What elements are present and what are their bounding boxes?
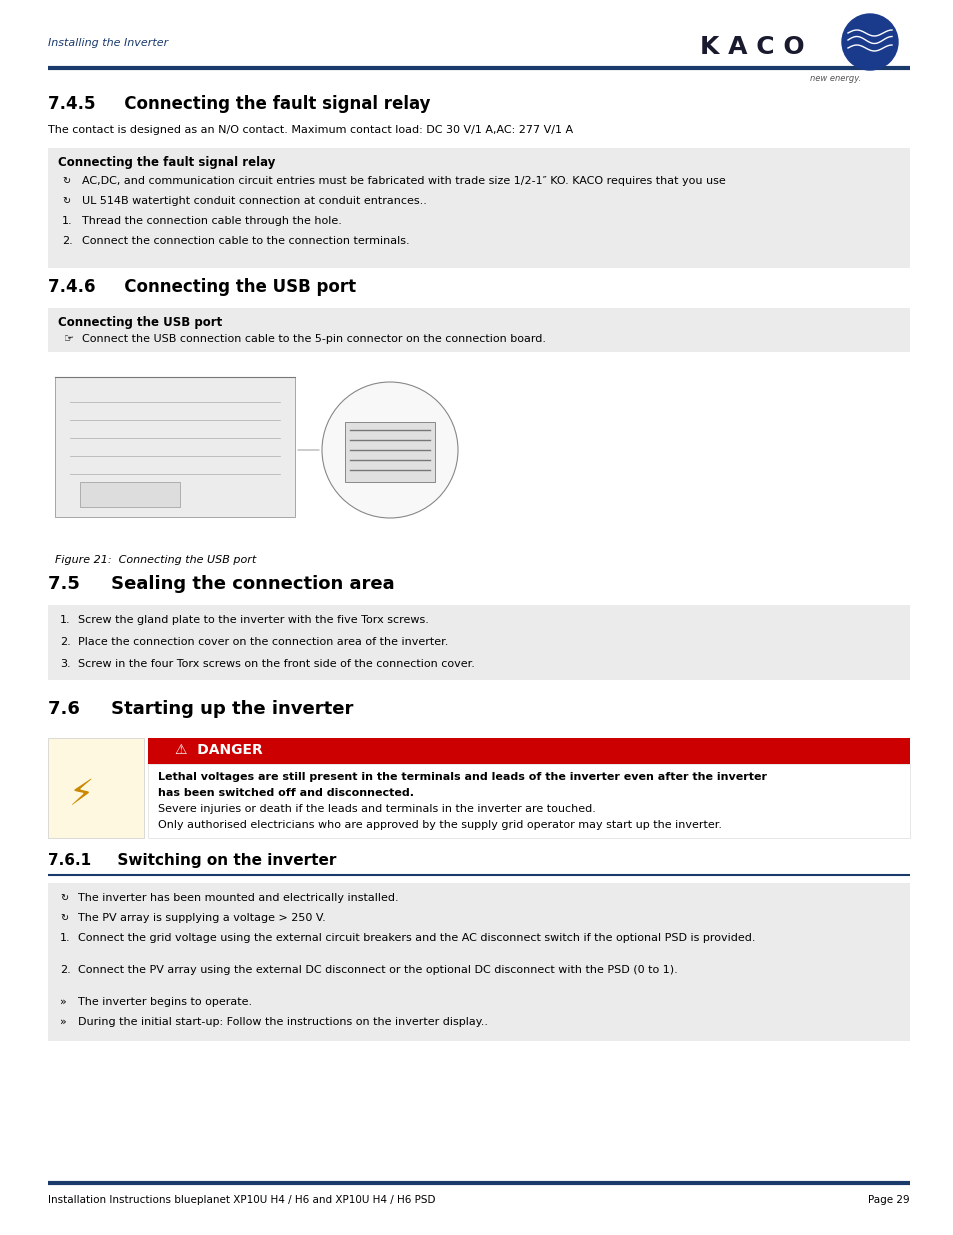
Text: 7.4.6     Connecting the USB port: 7.4.6 Connecting the USB port <box>48 278 355 296</box>
Text: 2.: 2. <box>60 965 71 974</box>
Text: During the initial start-up: Follow the instructions on the inverter display..: During the initial start-up: Follow the … <box>78 1016 488 1028</box>
Text: 1.: 1. <box>60 932 71 944</box>
Text: Connecting the fault signal relay: Connecting the fault signal relay <box>58 156 275 169</box>
Text: 3.: 3. <box>60 659 71 669</box>
Text: ⚡: ⚡ <box>70 778 94 811</box>
Bar <box>48 739 144 839</box>
Text: The contact is designed as an N/O contact. Maximum contact load: DC 30 V/1 A,AC:: The contact is designed as an N/O contac… <box>48 125 573 135</box>
Bar <box>48 308 909 352</box>
Bar <box>80 482 180 508</box>
Text: Place the connection cover on the connection area of the inverter.: Place the connection cover on the connec… <box>78 637 448 647</box>
Text: Screw the gland plate to the inverter with the five Torx screws.: Screw the gland plate to the inverter wi… <box>78 615 429 625</box>
Text: ↻: ↻ <box>60 913 68 923</box>
Text: 7.6     Starting up the inverter: 7.6 Starting up the inverter <box>48 700 353 718</box>
Text: »: » <box>60 997 67 1007</box>
Text: The PV array is supplying a voltage > 250 V.: The PV array is supplying a voltage > 25… <box>78 913 325 923</box>
Text: Thread the connection cable through the hole.: Thread the connection cable through the … <box>82 216 341 226</box>
Text: 7.4.5     Connecting the fault signal relay: 7.4.5 Connecting the fault signal relay <box>48 95 430 112</box>
Text: ☞: ☞ <box>64 333 74 345</box>
Bar <box>48 605 909 680</box>
Text: 7.5     Sealing the connection area: 7.5 Sealing the connection area <box>48 576 395 593</box>
Text: Connect the USB connection cable to the 5-pin connector on the connection board.: Connect the USB connection cable to the … <box>82 333 545 345</box>
Text: Page 29: Page 29 <box>867 1195 909 1205</box>
Circle shape <box>841 14 897 70</box>
Text: 2.: 2. <box>60 637 71 647</box>
Bar <box>48 148 909 268</box>
Bar <box>148 764 909 839</box>
Text: Connecting the USB port: Connecting the USB port <box>58 316 222 329</box>
Text: 1.: 1. <box>60 615 71 625</box>
Text: 2.: 2. <box>62 236 72 246</box>
Text: Connect the PV array using the external DC disconnect or the optional DC disconn: Connect the PV array using the external … <box>78 965 677 974</box>
Text: Connect the grid voltage using the external circuit breakers and the AC disconne: Connect the grid voltage using the exter… <box>78 932 755 944</box>
Text: The inverter begins to operate.: The inverter begins to operate. <box>78 997 252 1007</box>
Text: Connect the connection cable to the connection terminals.: Connect the connection cable to the conn… <box>82 236 409 246</box>
Text: Figure 21:  Connecting the USB port: Figure 21: Connecting the USB port <box>55 555 256 564</box>
Circle shape <box>322 382 457 517</box>
Text: ↻: ↻ <box>62 196 71 206</box>
Text: Installing the Inverter: Installing the Inverter <box>48 38 168 48</box>
Text: K A C O: K A C O <box>700 35 803 59</box>
Text: ↻: ↻ <box>60 893 68 903</box>
Text: ↻: ↻ <box>62 177 71 186</box>
Bar <box>345 422 435 482</box>
Bar <box>148 739 909 764</box>
Text: 7.6.1     Switching on the inverter: 7.6.1 Switching on the inverter <box>48 853 336 868</box>
Text: new energy.: new energy. <box>809 74 861 83</box>
Text: »: » <box>60 1016 67 1028</box>
Text: Only authorised electricians who are approved by the supply grid operator may st: Only authorised electricians who are app… <box>158 820 721 830</box>
Text: ⚠  DANGER: ⚠ DANGER <box>174 743 262 757</box>
Text: Installation Instructions blueplanet XP10U H4 / H6 and XP10U H4 / H6 PSD: Installation Instructions blueplanet XP1… <box>48 1195 435 1205</box>
Text: 1.: 1. <box>62 216 72 226</box>
Text: has been switched off and disconnected.: has been switched off and disconnected. <box>158 788 414 798</box>
Text: Severe injuries or death if the leads and terminals in the inverter are touched.: Severe injuries or death if the leads an… <box>158 804 596 814</box>
Text: AC,DC, and communication circuit entries must be fabricated with trade size 1/2-: AC,DC, and communication circuit entries… <box>82 177 725 186</box>
Bar <box>48 883 909 1041</box>
Text: UL 514B watertight conduit connection at conduit entrances..: UL 514B watertight conduit connection at… <box>82 196 426 206</box>
Text: Screw in the four Torx screws on the front side of the connection cover.: Screw in the four Torx screws on the fro… <box>78 659 475 669</box>
Bar <box>55 377 294 517</box>
Text: Lethal voltages are still present in the terminals and leads of the inverter eve: Lethal voltages are still present in the… <box>158 772 766 782</box>
Text: The inverter has been mounted and electrically installed.: The inverter has been mounted and electr… <box>78 893 398 903</box>
